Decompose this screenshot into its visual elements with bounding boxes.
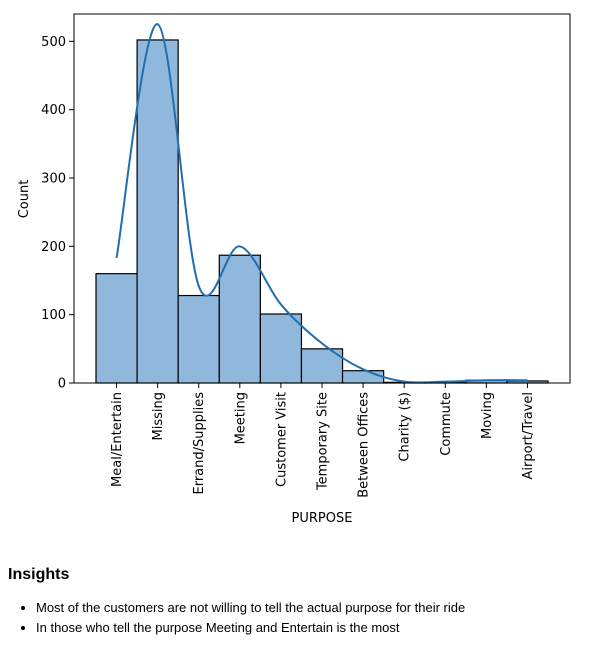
bar xyxy=(341,370,385,384)
y-tick-label: 200 xyxy=(41,240,66,255)
insights-section: Insights Most of the customers are not w… xyxy=(8,566,588,638)
insight-item: Most of the customers are not willing to… xyxy=(36,598,588,618)
x-tick-label: Commute xyxy=(439,392,454,456)
bar xyxy=(136,39,179,384)
x-axis-label: PURPOSE xyxy=(292,511,353,526)
x-axis: Meal/Entertain Missing Errand/Supplies Meet… xyxy=(110,383,536,498)
insights-title: Insights xyxy=(8,566,70,583)
purpose-count-chart: 0 100 200 300 400 500 Meal/Entertain Missing Er… xyxy=(17,13,571,526)
y-tick-label: 400 xyxy=(41,103,66,118)
x-tick-label: Missing xyxy=(151,392,166,440)
bar xyxy=(95,273,138,384)
bar xyxy=(218,254,261,384)
x-tick-label: Moving xyxy=(480,392,495,439)
x-tick-label: Temporary Site xyxy=(316,392,331,491)
kde-line xyxy=(115,23,528,384)
y-tick-label: 300 xyxy=(41,172,66,187)
y-tick-label: 0 xyxy=(58,377,66,392)
x-tick-label: Customer Visit xyxy=(274,392,289,487)
y-tick-label: 100 xyxy=(41,308,66,323)
bar xyxy=(259,313,303,384)
insights-list: Most of the customers are not willing to… xyxy=(8,598,588,638)
y-tick-label: 500 xyxy=(41,35,66,50)
insight-item: In those who tell the purpose Meeting an… xyxy=(36,618,588,638)
bar xyxy=(177,294,220,384)
x-tick-label: Charity ($) xyxy=(398,392,413,462)
y-axis: 0 100 200 300 400 500 xyxy=(41,35,74,392)
x-tick-label: Between Offices xyxy=(357,392,372,498)
x-tick-label: Meal/Entertain xyxy=(110,392,125,487)
x-tick-label: Errand/Supplies xyxy=(192,392,207,495)
bars-group xyxy=(95,39,549,384)
y-axis-label: Count xyxy=(17,180,32,219)
x-tick-label: Airport/Travel xyxy=(521,392,536,480)
x-tick-label: Meeting xyxy=(233,392,248,444)
